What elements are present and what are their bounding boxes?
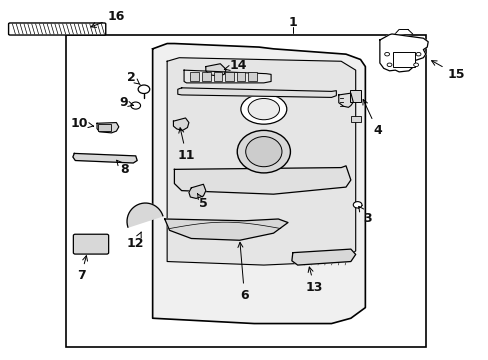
Polygon shape: [178, 88, 336, 98]
Ellipse shape: [352, 202, 361, 208]
Bar: [98, 124, 110, 131]
Bar: [65, 35, 425, 347]
Text: 3: 3: [358, 206, 371, 225]
Text: 8: 8: [116, 160, 129, 176]
Polygon shape: [127, 203, 163, 227]
Ellipse shape: [384, 53, 389, 56]
Bar: [349, 90, 360, 102]
Polygon shape: [379, 34, 427, 72]
Ellipse shape: [386, 63, 391, 67]
Polygon shape: [183, 70, 270, 83]
Polygon shape: [338, 93, 352, 107]
Text: 4: 4: [362, 99, 381, 137]
Text: 5: 5: [197, 194, 207, 210]
Text: 16: 16: [91, 10, 125, 27]
Ellipse shape: [138, 85, 149, 94]
Text: 13: 13: [305, 267, 323, 293]
Text: 1: 1: [288, 16, 297, 29]
Bar: [350, 116, 360, 122]
Ellipse shape: [245, 136, 282, 167]
Text: 14: 14: [224, 59, 247, 72]
Text: 2: 2: [126, 71, 140, 85]
Polygon shape: [164, 219, 287, 240]
Polygon shape: [174, 166, 350, 194]
Text: 10: 10: [70, 117, 93, 130]
Bar: [202, 72, 210, 81]
Bar: [248, 72, 257, 81]
Text: 6: 6: [238, 242, 248, 302]
Ellipse shape: [241, 94, 286, 124]
FancyBboxPatch shape: [9, 23, 105, 35]
Ellipse shape: [415, 53, 420, 56]
Polygon shape: [173, 118, 188, 130]
Polygon shape: [205, 64, 225, 76]
Polygon shape: [291, 249, 355, 265]
Text: 11: 11: [177, 128, 195, 162]
Text: 7: 7: [77, 256, 87, 282]
FancyBboxPatch shape: [73, 234, 108, 254]
Ellipse shape: [413, 63, 418, 67]
Bar: [224, 72, 233, 81]
Ellipse shape: [237, 130, 290, 173]
Bar: [190, 72, 199, 81]
Ellipse shape: [247, 99, 279, 120]
Text: 9: 9: [119, 96, 133, 109]
Polygon shape: [97, 123, 119, 133]
Polygon shape: [73, 153, 137, 163]
Bar: [393, 53, 414, 67]
Bar: [236, 72, 245, 81]
Text: 15: 15: [431, 61, 464, 81]
Polygon shape: [167, 58, 355, 265]
Polygon shape: [188, 184, 205, 198]
Bar: [213, 72, 222, 81]
Text: 12: 12: [127, 232, 144, 250]
Polygon shape: [152, 44, 365, 324]
Ellipse shape: [131, 102, 140, 109]
